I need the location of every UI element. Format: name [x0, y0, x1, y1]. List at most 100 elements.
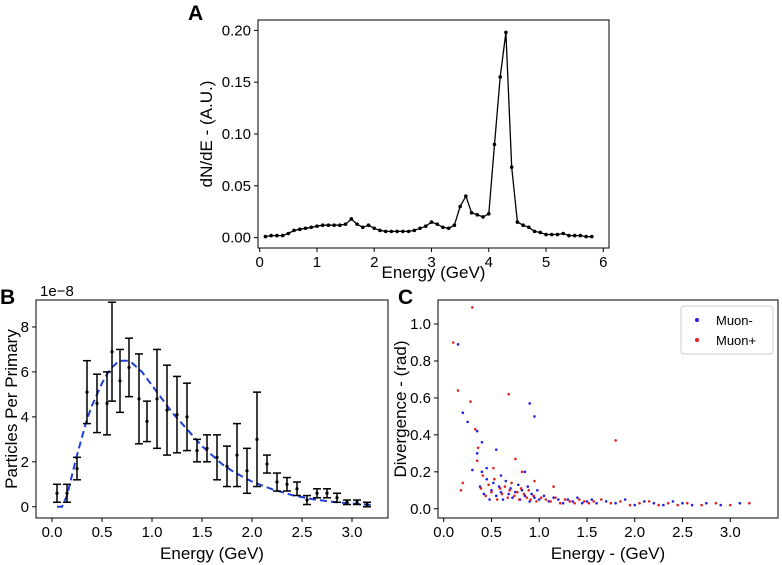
- panel-a-ytick-label: 0.05: [222, 178, 251, 195]
- muon-plus-point: [522, 492, 526, 496]
- spectrum-point: [343, 222, 348, 226]
- panel-b-axes-frame: [35, 299, 389, 519]
- measured-point: [65, 491, 69, 495]
- measured-point: [275, 480, 279, 484]
- muon-minus-point: [494, 494, 498, 498]
- muon-plus-point: [479, 487, 483, 490]
- muon-plus-point: [578, 498, 581, 501]
- muon-minus-point: [494, 448, 498, 451]
- spectrum-point: [320, 223, 325, 227]
- muon-minus-point: [671, 500, 675, 503]
- spectrum-point: [475, 213, 480, 217]
- measured-point: [225, 464, 229, 468]
- muon-minus-point: [526, 485, 530, 488]
- panel-a: A 0 1 2 3 4 5 6 0.00 0.05 0.10 0.15 0.20 Energy (Ge…: [188, 2, 610, 282]
- muon-minus-point: [690, 503, 694, 507]
- measured-point: [335, 496, 339, 500]
- spectrum-point: [555, 232, 560, 237]
- muon-plus-point: [558, 501, 562, 505]
- measured-point: [127, 365, 131, 370]
- muon-plus-point: [638, 501, 641, 505]
- measured-point: [95, 401, 99, 405]
- measured-point: [205, 446, 209, 450]
- muon-plus-point: [515, 490, 519, 494]
- muon-plus-point: [529, 498, 532, 501]
- muon-plus-point: [492, 466, 495, 470]
- muon-plus-point: [532, 494, 535, 498]
- muon-minus-point: [576, 496, 579, 499]
- muon-minus-point: [466, 420, 469, 424]
- legend-box: [680, 305, 774, 355]
- spectrum-point: [549, 232, 554, 237]
- muon-minus-point: [590, 498, 594, 501]
- measured-point: [325, 491, 329, 495]
- measured-point: [265, 462, 269, 466]
- panel-c-ytick-label: 0.4: [410, 427, 431, 444]
- muon-minus-point: [475, 429, 479, 433]
- panel-a-xtick-label: 1: [313, 254, 321, 271]
- measured-point: [235, 453, 239, 457]
- muon-plus-point: [533, 479, 536, 483]
- muon-plus-point: [510, 481, 513, 485]
- muon-minus-point: [516, 483, 520, 487]
- spectrum-point: [269, 233, 273, 238]
- measured-point: [105, 401, 109, 405]
- muon-minus-point: [485, 477, 489, 481]
- muon-plus-point: [700, 503, 703, 507]
- muon-minus-point: [705, 501, 708, 505]
- muon-minus-point: [507, 492, 510, 496]
- panel-a-ytick-label: 0.10: [222, 126, 251, 143]
- panel-c-ylabel: Divergence - (rad): [391, 341, 410, 478]
- panel-c-legend: Muon- Muon+: [680, 305, 774, 355]
- panel-a-ytick-label: 0.20: [222, 22, 251, 39]
- measured-point: [55, 491, 59, 495]
- muon-plus-point: [714, 501, 718, 505]
- spectrum-line: [265, 32, 592, 238]
- muon-plus-point: [549, 500, 552, 503]
- legend-muon-minus-label: Muon-: [716, 313, 753, 328]
- muon-minus-point: [461, 411, 465, 414]
- muon-plus-point: [503, 485, 507, 488]
- panel-c-ytick-label: 1.0: [410, 316, 431, 333]
- spectrum-point: [504, 30, 508, 35]
- muon-plus-point: [469, 400, 472, 403]
- spectrum-point: [292, 228, 296, 233]
- panel-c-xtick-label: 0.5: [481, 524, 502, 541]
- spectrum-point: [435, 222, 440, 226]
- panel-c: C 0.0 0.5 1.0 1.5 2.0 2.5 3.0 0.0 0.2 0.4 0.6 0.8 1.…: [391, 286, 779, 563]
- muon-minus-point: [492, 481, 495, 485]
- panel-a-ytick-label: 0.00: [222, 230, 251, 247]
- measured-point: [175, 413, 179, 417]
- panel-b-ytick-label: 6: [21, 364, 29, 381]
- spectrum-point: [486, 212, 491, 216]
- panel-c-label: C: [398, 286, 413, 309]
- panel-c-xtick-label: 1.5: [577, 524, 598, 541]
- muon-minus-point: [482, 492, 486, 496]
- spectrum-point: [544, 232, 548, 237]
- muon-minus-point: [490, 488, 493, 492]
- spectrum-point: [286, 231, 291, 236]
- muon-minus-point: [542, 494, 546, 498]
- muon-minus-point: [614, 501, 617, 505]
- muon-plus-point: [544, 498, 548, 501]
- muon-plus-point: [554, 496, 557, 499]
- panel-b-offset-text: 1e−8: [40, 283, 74, 300]
- spectrum-point: [360, 225, 365, 230]
- spectrum-point: [538, 230, 543, 235]
- muon-plus-point: [513, 494, 516, 498]
- panel-a-xtick-label: 6: [599, 254, 607, 271]
- spectrum-point: [275, 233, 279, 238]
- muon-plus-point: [519, 487, 523, 490]
- muon-plus-point: [471, 306, 474, 309]
- measured-point: [85, 390, 89, 394]
- spectrum-point: [297, 227, 302, 232]
- spectrum-point: [263, 234, 268, 239]
- muon-minus-point: [456, 343, 460, 346]
- muon-plus-point: [473, 428, 477, 431]
- panel-b-xtick-label: 0.0: [42, 524, 63, 541]
- spectrum-point: [509, 165, 514, 169]
- spectrum-point: [567, 233, 571, 238]
- muon-minus-point: [523, 470, 527, 474]
- panel-b-xtick-label: 0.5: [92, 524, 113, 541]
- measured-point: [185, 415, 189, 419]
